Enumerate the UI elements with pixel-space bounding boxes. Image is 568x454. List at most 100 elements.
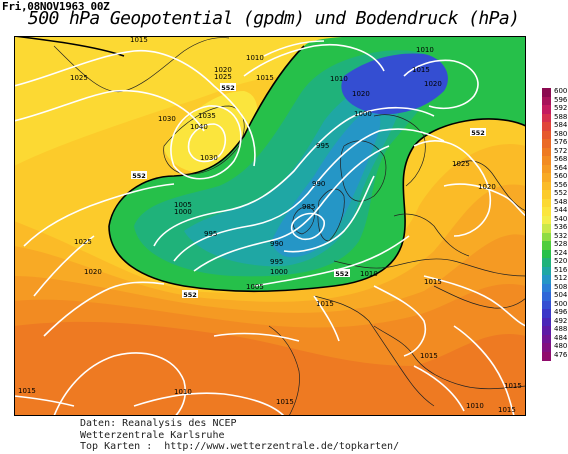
isobar-label: 1010	[466, 402, 484, 410]
isobar-label: 1020	[214, 66, 232, 74]
legend-tick-label: 572	[554, 146, 568, 155]
isobar-label: 1015	[498, 406, 516, 414]
legend-tick-label: 576	[554, 138, 568, 146]
legend-tick-label: 564	[554, 163, 568, 172]
legend-tick-label: 580	[554, 129, 568, 138]
isobar-label: 995	[204, 230, 217, 238]
footer-credits: Daten: Reanalysis des NCEP Wetterzentral…	[80, 418, 399, 453]
isobar-label: 990	[312, 180, 325, 188]
legend-tick-label: 600	[554, 87, 568, 95]
legend-tick-label: 584	[554, 121, 568, 129]
legend-color-swatch	[542, 343, 551, 352]
legend-tick-label: 544	[554, 206, 568, 214]
legend-tick-label: 476	[554, 350, 568, 359]
legend-tick-label: 568	[554, 155, 568, 163]
isobar-label: 1015	[424, 278, 442, 286]
legend-tick-label: 512	[554, 274, 568, 282]
isobar-label: 1005	[174, 201, 192, 209]
valid-time-stamp: Fri,08NOV1963 00Z	[2, 0, 110, 13]
legend-color-swatch	[542, 147, 551, 157]
legend-tick-label: 552	[554, 189, 568, 197]
legend-color-swatch	[542, 164, 551, 174]
legend-color-swatch	[542, 88, 551, 97]
legend-tick-label: 480	[554, 342, 568, 350]
isobar-label: 1025	[70, 74, 88, 82]
legend-color-swatch	[542, 207, 551, 216]
legend-tick-label: 592	[554, 104, 568, 112]
isobar-label: 1020	[84, 268, 102, 276]
legend-color-swatch	[542, 326, 551, 335]
isobar-label: 1015	[316, 300, 334, 308]
legend-color-swatch	[542, 283, 551, 293]
legend-color-swatch	[542, 215, 551, 225]
isobar-label: 1025	[74, 238, 92, 246]
isobar-label: 1015	[504, 382, 522, 390]
isobar-label: 985	[302, 203, 315, 211]
legend-color-swatch	[542, 334, 551, 344]
legend-color-swatch	[542, 190, 551, 199]
isobar-label: 1020	[478, 183, 496, 191]
legend-tick-label: 540	[554, 214, 568, 223]
isobar-label: 1000	[354, 110, 372, 118]
isobar-label: 1030	[158, 115, 176, 123]
legend-tick-label: 484	[554, 333, 568, 342]
trough-north-low	[341, 53, 448, 115]
legend-tick-label: 500	[554, 299, 568, 308]
legend-tick-label: 560	[554, 172, 568, 180]
isobar-label: 1010	[360, 270, 378, 278]
legend-color-swatch	[542, 232, 551, 242]
map-canvas: 552 552 552 552 552 1015 1010 1025 1020 …	[14, 36, 526, 416]
footer-organization: Wetterzentrale Karlsruhe	[80, 429, 225, 441]
trough-core-524	[272, 111, 381, 258]
legend-tick-label: 492	[554, 316, 568, 325]
isobar-label: 1015	[256, 74, 274, 82]
legend-tick-label: 536	[554, 223, 568, 231]
legend-tick-label: 504	[554, 291, 568, 299]
legend-color-swatch	[542, 351, 551, 361]
legend-color-swatch	[542, 292, 551, 301]
legend-tick-label: 532	[554, 231, 568, 240]
isobar-label: 1025	[452, 160, 470, 168]
isobar-label: 1020	[424, 80, 442, 88]
legend-color-swatch	[542, 224, 551, 233]
legend-color-swatch	[542, 198, 551, 208]
legend-tick-label: 596	[554, 95, 568, 104]
legend-color-swatch	[542, 139, 551, 148]
contour-552-west	[108, 45, 305, 227]
isobars	[14, 40, 526, 416]
contour-label-552: 552	[471, 129, 485, 137]
isobar-label: 995	[270, 258, 283, 266]
footer-data-source: Daten: Reanalysis des NCEP	[80, 418, 237, 429]
contour-label-552: 552	[132, 172, 146, 180]
legend-color-swatch	[542, 275, 551, 284]
legend-tick-label: 556	[554, 180, 568, 189]
legend-color-swatch	[542, 266, 551, 276]
map-frame	[14, 36, 526, 416]
legend-color-swatch	[542, 96, 551, 106]
field-band-north-yellow	[14, 36, 344, 166]
legend-tick-label: 548	[554, 197, 568, 206]
legend-color-swatch	[542, 105, 551, 114]
isobar-label: 1015	[18, 387, 36, 395]
isobar-label: 1010	[330, 75, 348, 83]
legend-tick-label: 516	[554, 265, 568, 274]
legend-tick-label: 520	[554, 257, 568, 265]
legend-tick-label: 508	[554, 282, 568, 291]
isobar-label: 1000	[174, 208, 192, 216]
isobar-label: 1010	[416, 46, 434, 54]
isobar-label: 1015	[130, 36, 148, 44]
legend-tick-label: 496	[554, 308, 568, 316]
legend-color-swatch	[542, 241, 551, 250]
legend-color-swatch	[542, 258, 551, 267]
isobar-label: 1015	[412, 66, 430, 74]
isobar-label: 1015	[276, 398, 294, 406]
isobar-label: 1005	[246, 283, 264, 291]
isobar-label: 1025	[214, 73, 232, 81]
isobar-label: 1015	[420, 352, 438, 360]
contour-552-labels: 552 552 552 552 552	[131, 83, 486, 299]
isobar-label: 995	[316, 142, 329, 150]
contour-label-552: 552	[221, 84, 235, 92]
contour-label-552: 552	[335, 270, 349, 278]
isobar-label: 1035	[198, 112, 216, 120]
footer-link[interactable]: Top Karten : http://www.wetterzentrale.d…	[80, 441, 400, 452]
